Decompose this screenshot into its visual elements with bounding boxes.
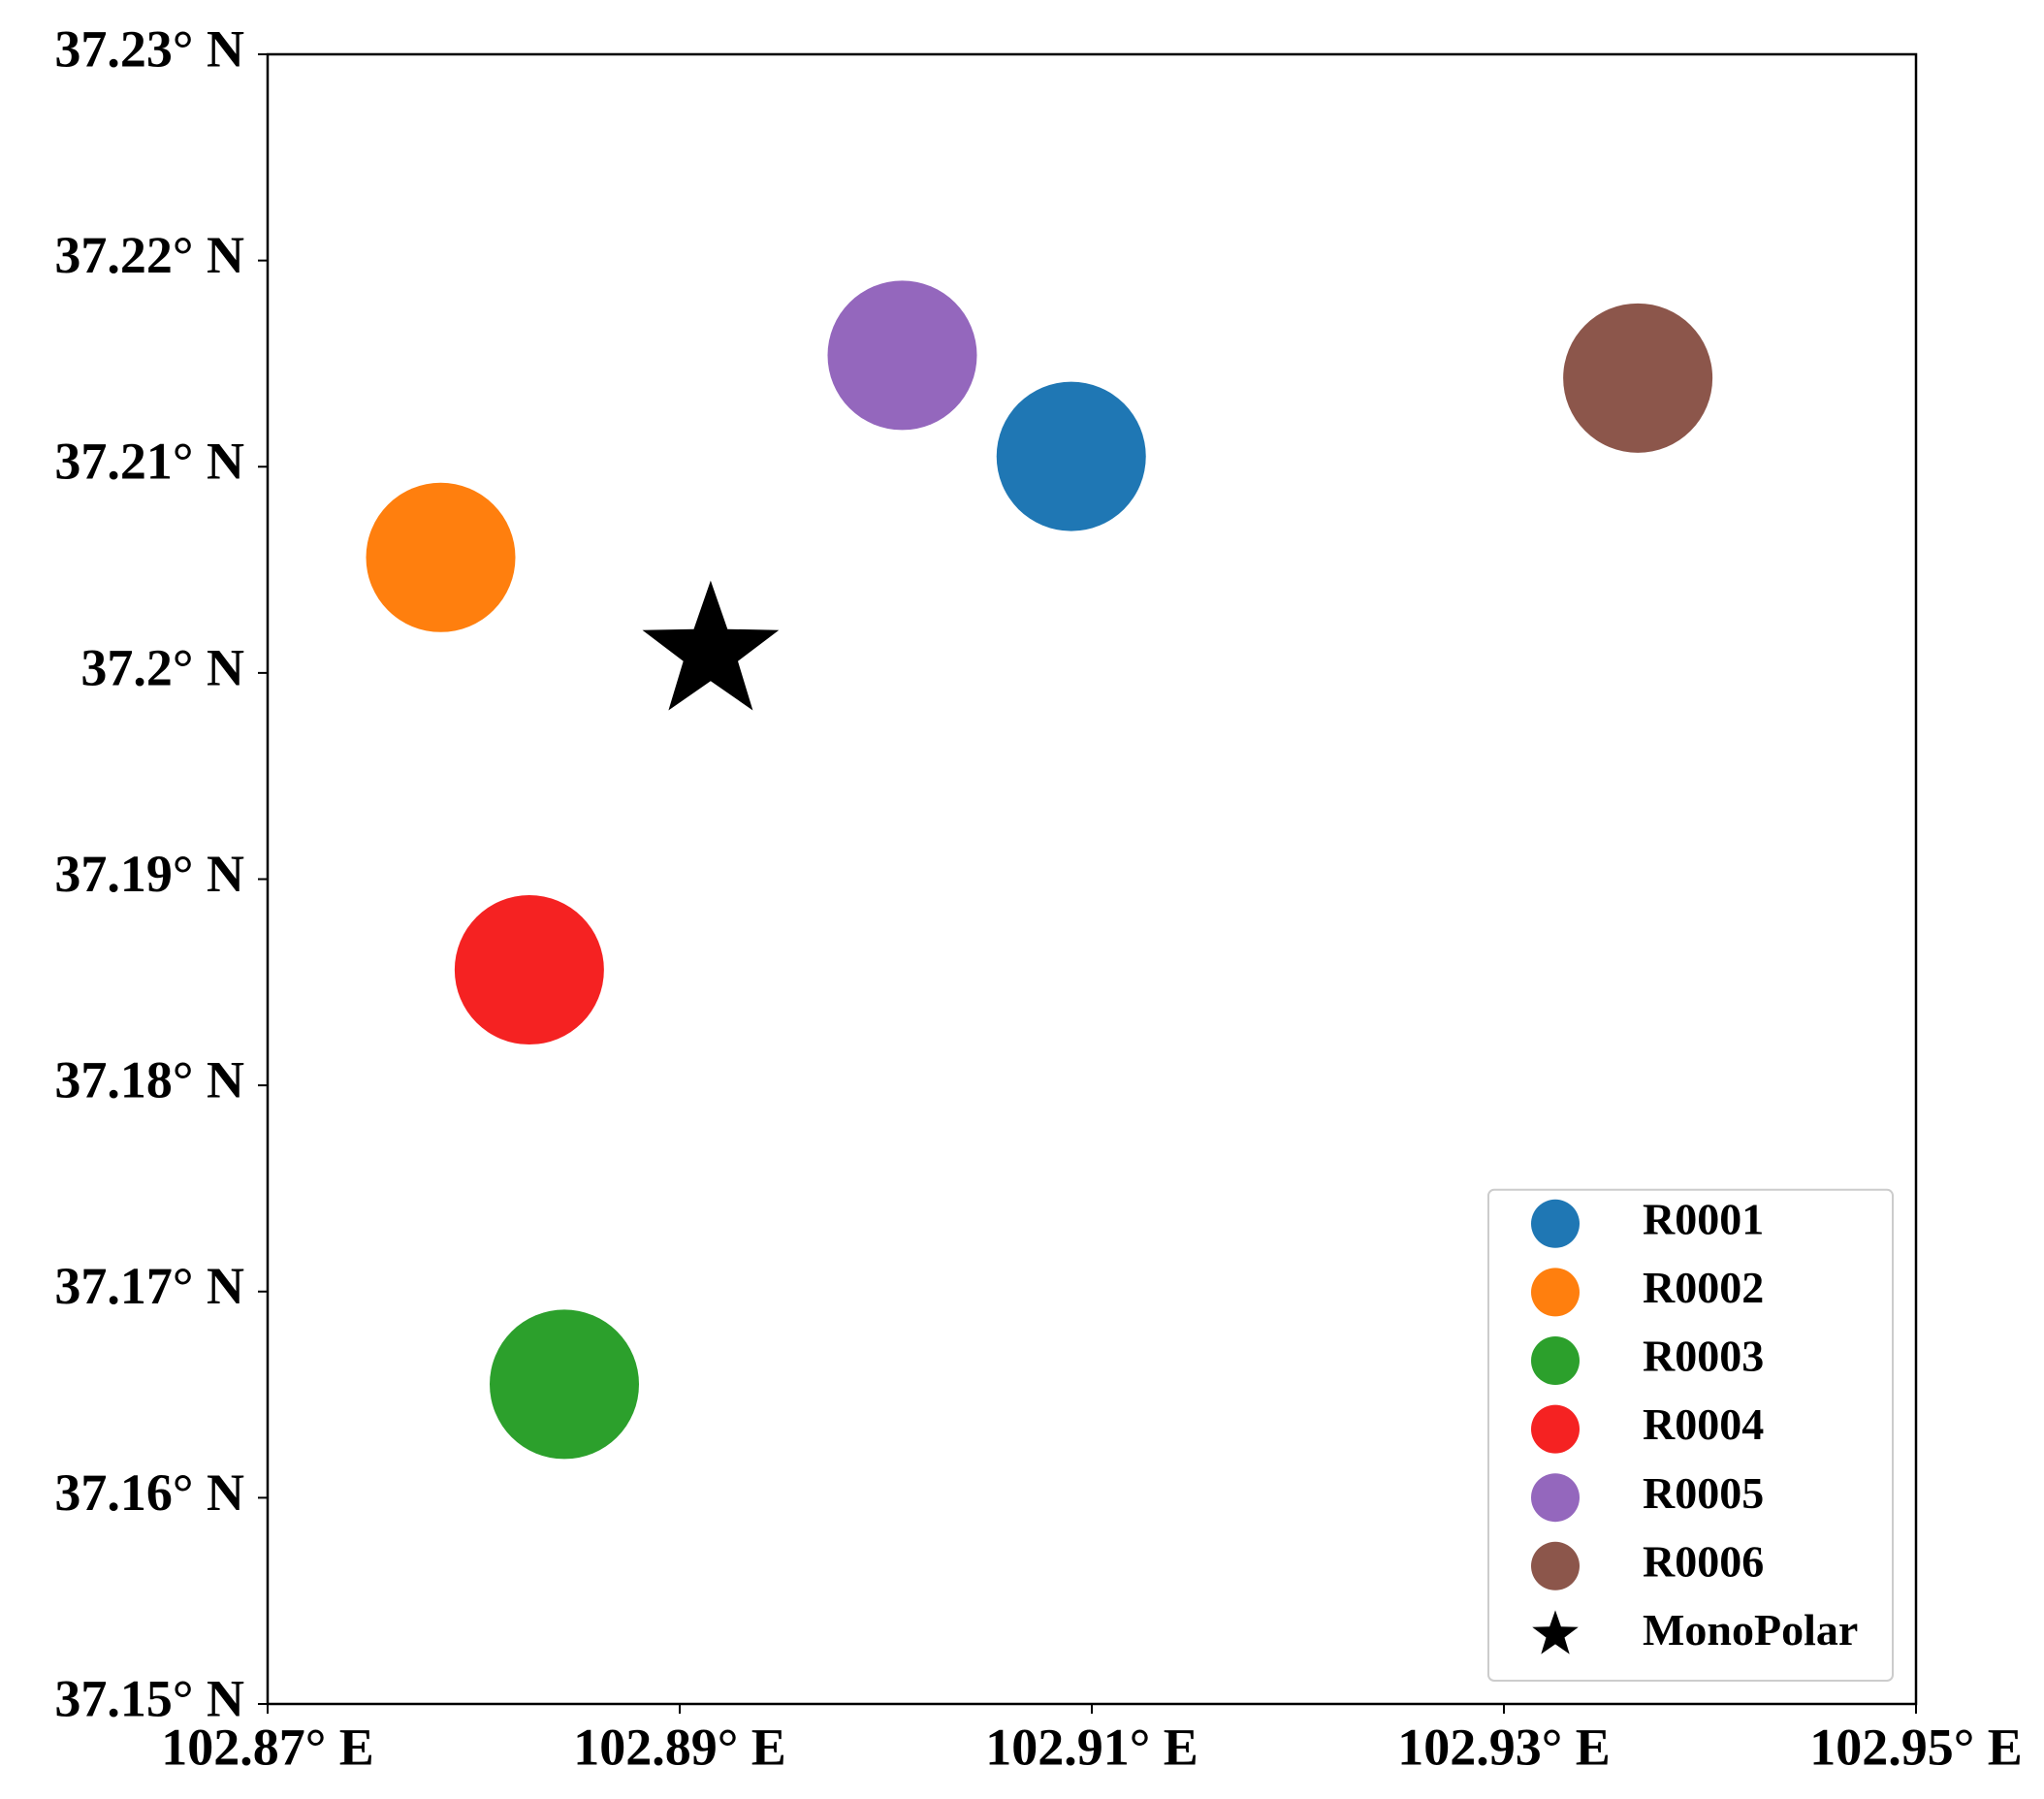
- circle-marker: [1531, 1541, 1580, 1590]
- circle-marker: [1563, 303, 1713, 453]
- y-tick-label: 37.17° N: [54, 1257, 244, 1315]
- circle-marker: [827, 280, 977, 431]
- circle-marker: [490, 1309, 639, 1460]
- y-tick-label: 37.18° N: [54, 1051, 244, 1109]
- legend-label: MonoPolar: [1643, 1605, 1858, 1654]
- legend-label: R0006: [1643, 1536, 1764, 1586]
- circle-marker: [996, 381, 1146, 531]
- circle-marker: [454, 895, 604, 1045]
- legend-label: R0004: [1643, 1399, 1764, 1449]
- y-tick-label: 37.2° N: [80, 638, 244, 696]
- circle-marker: [1531, 1404, 1580, 1454]
- y-tick-label: 37.21° N: [54, 433, 244, 491]
- circle-marker: [1531, 1268, 1580, 1317]
- circle-marker: [1531, 1473, 1580, 1523]
- legend-label: R0002: [1643, 1263, 1764, 1312]
- x-tick-label: 102.89° E: [573, 1718, 786, 1776]
- circle-marker: [1531, 1336, 1580, 1385]
- x-tick-label: 102.87° E: [161, 1718, 374, 1776]
- legend-label: R0005: [1643, 1468, 1764, 1518]
- y-tick-label: 37.23° N: [54, 19, 244, 78]
- legend-label: R0003: [1643, 1332, 1764, 1381]
- legend-box: [1487, 1188, 1894, 1683]
- y-tick-label: 37.19° N: [54, 845, 244, 903]
- y-tick-label: 37.15° N: [54, 1669, 244, 1727]
- star-marker: [1532, 1610, 1579, 1654]
- circle-marker: [366, 482, 516, 632]
- x-tick-label: 102.93° E: [1397, 1718, 1611, 1776]
- star-marker: [642, 580, 780, 711]
- y-tick-label: 37.16° N: [54, 1463, 244, 1522]
- circle-marker: [1531, 1199, 1580, 1248]
- legend-label: R0001: [1643, 1194, 1764, 1243]
- y-tick-label: 37.22° N: [54, 226, 244, 284]
- plot-frame: [266, 52, 1918, 1706]
- x-tick-label: 102.95° E: [1809, 1718, 2023, 1776]
- x-tick-label: 102.91° E: [985, 1718, 1198, 1776]
